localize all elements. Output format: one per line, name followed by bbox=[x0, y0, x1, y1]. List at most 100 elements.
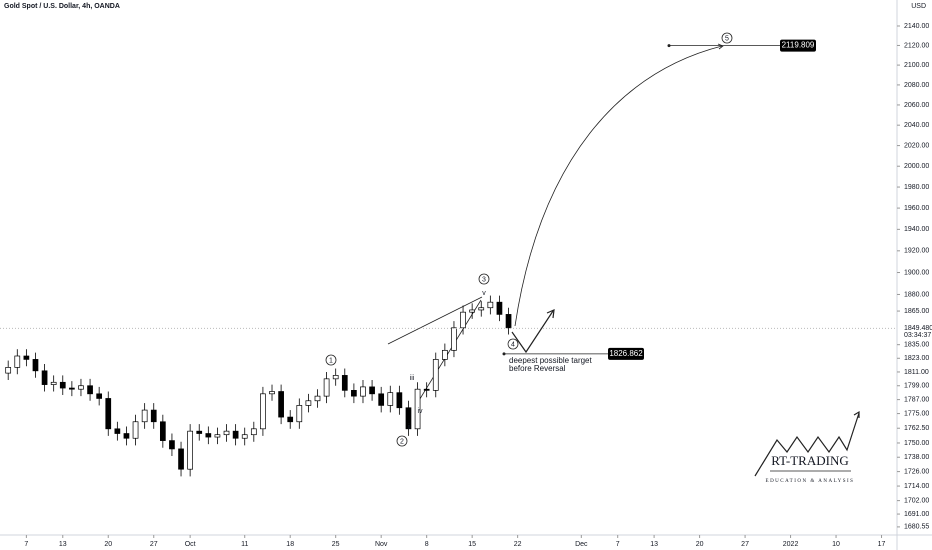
subwave-label: v bbox=[482, 290, 486, 297]
candle-body bbox=[214, 434, 221, 438]
logo-mark bbox=[754, 412, 860, 477]
candle-body bbox=[287, 416, 294, 423]
x-tick-label: Nov bbox=[375, 541, 388, 548]
y-tick-label: 2120.00 bbox=[904, 42, 929, 49]
y-tick-label: 1865.00 bbox=[904, 308, 929, 315]
candle-body bbox=[396, 392, 403, 409]
candle-body bbox=[250, 428, 257, 436]
y-tick-label: 1940.00 bbox=[904, 226, 929, 233]
candle-body bbox=[105, 398, 112, 430]
x-tick-label: 7 bbox=[616, 541, 620, 548]
x-tick-label: 13 bbox=[59, 541, 67, 548]
candle-body bbox=[351, 390, 357, 397]
y-tick-label: 2080.00 bbox=[904, 82, 929, 89]
channel-line bbox=[417, 299, 482, 403]
candle-body bbox=[169, 440, 175, 450]
candle-body bbox=[232, 430, 239, 439]
candle-body bbox=[205, 433, 212, 438]
candle-body bbox=[405, 407, 412, 430]
target-note: before Reversal bbox=[509, 364, 566, 373]
wave-circle bbox=[396, 435, 408, 447]
y-tick-label: 1680.55 bbox=[904, 524, 929, 531]
logo-name: RT-TRADING bbox=[771, 453, 848, 468]
y-tick-label: 1880.00 bbox=[904, 291, 929, 298]
countdown: 03:34:37 bbox=[904, 332, 931, 339]
x-tick-label: Oct bbox=[185, 541, 196, 548]
wave-label: 1 bbox=[329, 357, 333, 364]
y-tick-label: 1738.00 bbox=[904, 454, 929, 461]
candle-body bbox=[478, 307, 485, 311]
y-tick-label: 1960.00 bbox=[904, 205, 929, 212]
x-tick-label: 25 bbox=[332, 541, 340, 548]
candle-body bbox=[487, 301, 494, 309]
x-tick-label: 18 bbox=[286, 541, 294, 548]
candle-body bbox=[178, 448, 184, 470]
candle-body bbox=[332, 375, 339, 380]
wave-label: 3 bbox=[482, 276, 486, 283]
candle-body bbox=[505, 314, 512, 329]
y-tick-label: 1823.00 bbox=[904, 355, 929, 362]
y-tick-label: 1762.50 bbox=[904, 425, 929, 432]
y-tick-label: 1920.00 bbox=[904, 248, 929, 255]
candle-body bbox=[114, 428, 121, 434]
chart-title: Gold Spot / U.S. Dollar, 4h, OANDA bbox=[4, 3, 120, 10]
candle-body bbox=[451, 327, 457, 351]
y-tick-label: 1787.00 bbox=[904, 396, 929, 403]
candle-body bbox=[360, 386, 366, 397]
candle-body bbox=[196, 430, 203, 434]
zigzag-arrow bbox=[511, 310, 554, 354]
candle-body bbox=[305, 400, 312, 406]
candle-body bbox=[460, 311, 466, 329]
logo-arrow bbox=[853, 410, 860, 418]
x-tick-label: 7 bbox=[24, 541, 28, 548]
y-tick-label: 1726.00 bbox=[904, 468, 929, 475]
y-tick-label: 2000.00 bbox=[904, 163, 929, 170]
candle-body bbox=[378, 393, 385, 406]
candle-body bbox=[314, 395, 321, 402]
candle-body bbox=[41, 370, 48, 385]
x-tick-label: 13 bbox=[650, 541, 658, 548]
candle-body bbox=[187, 430, 193, 470]
candle-body bbox=[241, 434, 248, 439]
candle-body bbox=[496, 301, 503, 315]
candle-body bbox=[59, 381, 66, 389]
candle-body bbox=[150, 409, 157, 423]
candle-body bbox=[469, 309, 476, 313]
y-tick-label: 1691.00 bbox=[904, 511, 929, 518]
annotations bbox=[387, 43, 860, 477]
y-tick-label: 1835.00 bbox=[904, 342, 929, 349]
y-tick-label: 2060.00 bbox=[904, 102, 929, 109]
x-tick-label: 10 bbox=[832, 541, 840, 548]
y-tick-label: 1775.00 bbox=[904, 410, 929, 417]
candle-body bbox=[369, 386, 375, 395]
arrow-head bbox=[546, 309, 555, 319]
candle-body bbox=[132, 421, 139, 439]
subwave-label: ii bbox=[407, 424, 411, 431]
wave-circle bbox=[478, 273, 490, 285]
wave-label: 4 bbox=[511, 341, 515, 348]
candle-body bbox=[269, 391, 275, 395]
x-tick-label: 8 bbox=[425, 541, 429, 548]
target-dot bbox=[667, 44, 671, 48]
candle-body bbox=[278, 391, 284, 418]
x-tick-label: 17 bbox=[878, 541, 886, 548]
candle-body bbox=[423, 388, 430, 391]
logo-tagline: EDUCATION & ANALYSIS bbox=[766, 479, 855, 484]
target-label: 2119.809 bbox=[782, 41, 815, 50]
y-tick-label: 2140.00 bbox=[904, 23, 929, 30]
x-tick-label: 27 bbox=[741, 541, 749, 548]
candle-body bbox=[69, 387, 75, 390]
y-tick-label: 2040.00 bbox=[904, 122, 929, 129]
target-label: 1826.862 bbox=[609, 349, 643, 358]
wave-circle bbox=[507, 338, 519, 350]
candle-body bbox=[442, 349, 448, 360]
candle-body bbox=[78, 385, 84, 390]
subwave-label: iv bbox=[417, 408, 423, 415]
target-dot bbox=[502, 352, 506, 356]
y-tick-label: 1980.00 bbox=[904, 184, 929, 191]
y-tick-label: 1714.00 bbox=[904, 483, 929, 490]
y-tick-label: 2100.00 bbox=[904, 62, 929, 69]
y-tick-label: 1811.00 bbox=[904, 369, 929, 376]
currency: USD bbox=[911, 3, 926, 10]
